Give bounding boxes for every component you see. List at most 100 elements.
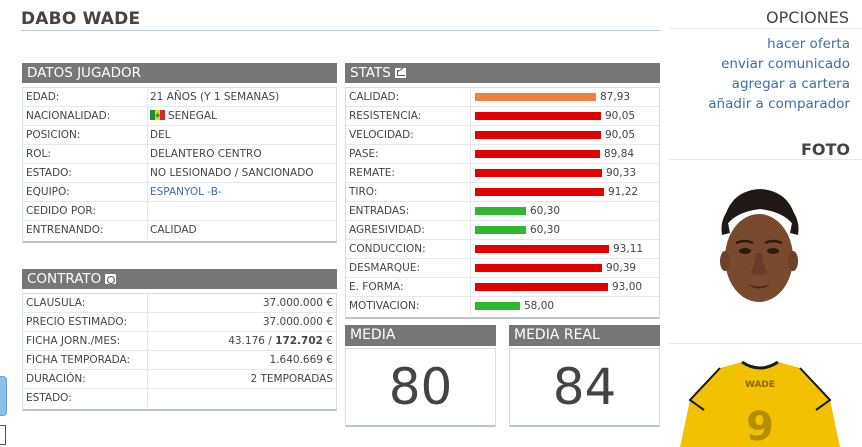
datos-value: SENEGAL <box>150 107 217 125</box>
stat-bar <box>475 188 604 196</box>
stat-bar <box>475 226 526 234</box>
datos-label: POSICION: <box>26 129 81 141</box>
stat-label: VELOCIDAD: <box>349 129 414 141</box>
contrato-table: CLAUSULA: 37.000.000 € PRECIO ESTIMADO: 37.… <box>22 293 337 411</box>
datos-row: NACIONALIDAD: SENEGAL <box>23 107 336 126</box>
chart-icon[interactable] <box>394 68 406 78</box>
title-divider <box>21 30 660 31</box>
contrato-row: DURACIÓN: 2 TEMPORADAS <box>23 370 336 389</box>
column-separator <box>470 240 471 258</box>
stat-label: CALIDAD: <box>349 91 400 103</box>
column-separator <box>147 145 148 163</box>
stat-row: VELOCIDAD: 90,05 <box>346 126 659 145</box>
datos-jugador-table: EDAD: 21 AÑOS (Y 1 SEMANAS) NACIONALIDAD: S… <box>22 87 337 243</box>
datos-value-text: NO LESIONADO / SANCIONADO <box>150 167 314 179</box>
stat-value: 58,00 <box>524 300 555 312</box>
contrato-label: CLAUSULA: <box>26 297 86 309</box>
contrato-label: PRECIO ESTIMADO: <box>26 316 128 328</box>
side-tab[interactable] <box>0 376 7 416</box>
stat-row: REMATE: 90,33 <box>346 164 659 183</box>
foto-divider <box>669 159 862 160</box>
stat-row: DESMARQUE: 90,39 <box>346 259 659 278</box>
stat-label: PASE: <box>349 148 379 160</box>
agregar-cartera-link[interactable]: agregar a cartera <box>731 76 850 92</box>
stat-label: REMATE: <box>349 167 395 179</box>
column-separator <box>147 126 148 144</box>
datos-value-text: 21 AÑOS (Y 1 SEMANAS) <box>150 91 280 103</box>
currency: € <box>322 335 333 347</box>
stat-value: 90,39 <box>606 262 637 274</box>
contrato-value: 37.000.000 € <box>262 297 333 309</box>
datos-row: ENTRENANDO: CALIDAD <box>23 221 336 240</box>
datos-row: EQUIPO: ESPANYOL -B- <box>23 183 336 202</box>
contrato-row: PRECIO ESTIMADO: 37.000.000 € <box>23 313 336 332</box>
datos-value: DEL <box>150 126 171 144</box>
datos-row: EDAD: 21 AÑOS (Y 1 SEMANAS) <box>23 88 336 107</box>
stat-bar <box>475 302 520 310</box>
column-separator <box>470 278 471 296</box>
column-separator <box>147 370 148 388</box>
stat-value: 91,22 <box>608 186 639 198</box>
media-real-title: MEDIA REAL <box>514 327 600 343</box>
player-face-photo <box>720 189 799 302</box>
stat-bar <box>475 169 602 177</box>
media-header: MEDIA <box>345 325 496 346</box>
stat-label: DESMARQUE: <box>349 262 421 274</box>
foto-title: FOTO <box>800 140 850 159</box>
stat-row: CONDUCCION: 93,11 <box>346 240 659 259</box>
stat-value: 60,30 <box>530 224 561 236</box>
datos-label: CEDIDO POR: <box>26 205 96 217</box>
stat-bar <box>475 93 596 101</box>
datos-row: POSICION: DEL <box>23 126 336 145</box>
enviar-comunicado-link[interactable]: enviar comunicado <box>721 56 850 72</box>
contrato-header: CONTRATO <box>22 269 337 289</box>
column-separator <box>147 88 148 106</box>
stat-row: E. FORMA: 93,00 <box>346 278 659 297</box>
hacer-oferta-link[interactable]: hacer oferta <box>767 36 850 52</box>
contrato-title: CONTRATO <box>27 271 102 287</box>
stat-value: 90,33 <box>606 167 637 179</box>
column-separator <box>147 294 148 312</box>
side-box <box>0 425 6 445</box>
datos-value: 21 AÑOS (Y 1 SEMANAS) <box>150 88 279 106</box>
stat-value: 93,00 <box>612 281 643 293</box>
anadir-comparador-link[interactable]: añadir a comparador <box>708 96 850 112</box>
datos-value: NO LESIONADO / SANCIONADO <box>150 164 314 182</box>
stats-title: STATS <box>350 65 391 81</box>
column-separator <box>147 313 148 331</box>
datos-value-text: DEL <box>150 129 171 141</box>
shirt-number: 9 <box>746 404 774 447</box>
stat-value: 60,30 <box>530 205 561 217</box>
ficha-jornada: 43.176 / <box>228 335 276 347</box>
stat-row: ENTRADAS: 60,30 <box>346 202 659 221</box>
stat-label: E. FORMA: <box>349 281 404 293</box>
clock-icon[interactable] <box>105 274 117 284</box>
datos-value-text: ESPANYOL -B- <box>150 186 222 198</box>
datos-row: ESTADO: NO LESIONADO / SANCIONADO <box>23 164 336 183</box>
contrato-row: CLAUSULA: 37.000.000 € <box>23 294 336 313</box>
player-name: DABO WADE <box>21 9 141 29</box>
datos-label: NACIONALIDAD: <box>26 110 111 122</box>
shirt-name: WADE <box>745 380 775 390</box>
column-separator <box>470 183 471 201</box>
contrato-value: 1.640.669 € <box>269 354 333 366</box>
column-separator <box>470 297 471 315</box>
stat-value: 93,11 <box>613 243 644 255</box>
datos-value[interactable]: ESPANYOL -B- <box>150 183 222 201</box>
contrato-label: DURACIÓN: <box>26 373 86 385</box>
datos-row: ROL: DELANTERO CENTRO <box>23 145 336 164</box>
column-separator <box>147 332 148 350</box>
column-separator <box>147 389 148 407</box>
senegal-flag-icon <box>150 107 165 125</box>
stats-table: CALIDAD: 87,93 RESISTENCIA: 90,05 VELOCIDAD:… <box>345 87 660 319</box>
stat-label: AGRESIVIDAD: <box>349 224 425 236</box>
stat-bar <box>475 131 601 139</box>
column-separator <box>147 164 148 182</box>
column-separator <box>470 259 471 277</box>
stats-header: STATS <box>345 63 660 83</box>
contrato-value: 2 TEMPORADAS <box>250 373 333 385</box>
datos-jugador-header: DATOS JUGADOR <box>22 63 337 83</box>
contrato-row: FICHA TEMPORADA: 1.640.669 € <box>23 351 336 370</box>
stat-value: 89,84 <box>604 148 635 160</box>
datos-value-text: SENEGAL <box>168 110 217 122</box>
